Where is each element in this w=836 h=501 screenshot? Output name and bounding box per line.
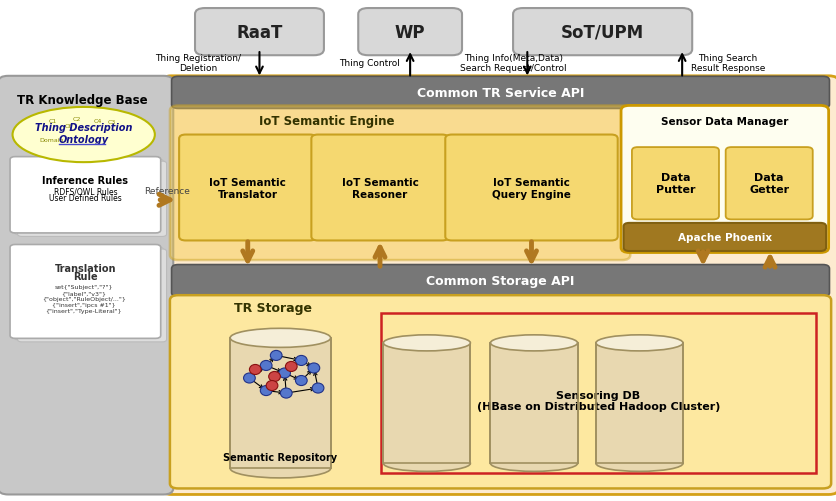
- Ellipse shape: [260, 361, 272, 371]
- Text: Semantic Repository: Semantic Repository: [223, 452, 337, 462]
- FancyBboxPatch shape: [512, 9, 691, 56]
- Ellipse shape: [295, 356, 307, 366]
- FancyBboxPatch shape: [10, 245, 161, 339]
- FancyBboxPatch shape: [0, 77, 173, 494]
- FancyBboxPatch shape: [171, 265, 828, 297]
- FancyBboxPatch shape: [170, 296, 830, 488]
- Text: Thing Description: Thing Description: [35, 123, 132, 133]
- Text: Data
Getter: Data Getter: [748, 173, 788, 195]
- Text: RaaT: RaaT: [236, 24, 283, 42]
- Text: Sensoring DB
(HBase on Distributed Hadoop Cluster): Sensoring DB (HBase on Distributed Hadoo…: [477, 390, 719, 412]
- Ellipse shape: [266, 381, 278, 391]
- Text: C1: C1: [48, 119, 57, 124]
- Ellipse shape: [383, 335, 470, 351]
- Text: set{"Subject","?"}: set{"Subject","?"}: [54, 285, 113, 290]
- Text: {"insert","Type-Literal"}: {"insert","Type-Literal"}: [45, 309, 122, 314]
- Text: C4: C4: [94, 119, 102, 124]
- Text: Reference: Reference: [145, 187, 190, 196]
- FancyBboxPatch shape: [171, 77, 828, 109]
- Text: Data
Putter: Data Putter: [655, 173, 695, 195]
- Text: RDFS/OWL Rules: RDFS/OWL Rules: [54, 187, 117, 196]
- Text: Common TR Service API: Common TR Service API: [416, 87, 584, 100]
- Ellipse shape: [285, 362, 297, 372]
- Ellipse shape: [295, 376, 307, 386]
- Text: Ontology: Ontology: [59, 135, 109, 145]
- Text: WP: WP: [395, 24, 425, 42]
- FancyBboxPatch shape: [623, 223, 825, 252]
- Text: Domain.: Domain.: [39, 138, 66, 143]
- Text: {"object","RuleObject/..."}: {"object","RuleObject/..."}: [42, 297, 125, 302]
- FancyBboxPatch shape: [161, 77, 836, 494]
- Text: Thing Registration/
Deletion: Thing Registration/ Deletion: [155, 54, 241, 73]
- FancyBboxPatch shape: [14, 160, 163, 235]
- Text: IoT Semantic
Reasoner: IoT Semantic Reasoner: [341, 177, 418, 199]
- Text: Translation: Translation: [54, 263, 116, 273]
- Text: Common Storage API: Common Storage API: [426, 275, 574, 288]
- Bar: [230, 338, 330, 468]
- FancyBboxPatch shape: [631, 148, 718, 220]
- Bar: [595, 343, 682, 463]
- Text: C3: C3: [108, 120, 116, 125]
- Text: Thing Control: Thing Control: [339, 59, 399, 68]
- Text: {"label","v3"}: {"label","v3"}: [61, 291, 106, 296]
- Text: TR Knowledge Base: TR Knowledge Base: [17, 94, 147, 107]
- Text: User Defined Rules: User Defined Rules: [49, 194, 121, 203]
- Bar: [383, 343, 470, 463]
- Text: {"insert","ipcs #1"}: {"insert","ipcs #1"}: [52, 303, 115, 308]
- Bar: [490, 343, 577, 463]
- FancyBboxPatch shape: [620, 106, 828, 253]
- Ellipse shape: [490, 455, 577, 471]
- Ellipse shape: [260, 386, 272, 396]
- Ellipse shape: [249, 365, 261, 375]
- Text: IoT Semantic Engine: IoT Semantic Engine: [258, 115, 394, 128]
- Ellipse shape: [595, 455, 682, 471]
- Text: Apache Phoenix: Apache Phoenix: [677, 232, 771, 242]
- Ellipse shape: [243, 373, 255, 383]
- Ellipse shape: [280, 388, 292, 398]
- Text: Thing Search
Result Response: Thing Search Result Response: [691, 54, 764, 73]
- Bar: [380, 313, 815, 473]
- FancyBboxPatch shape: [445, 135, 617, 241]
- Text: Sensor Data Manager: Sensor Data Manager: [660, 117, 788, 127]
- Text: Rule: Rule: [73, 272, 98, 282]
- Ellipse shape: [268, 372, 280, 382]
- Text: SoT/UPM: SoT/UPM: [560, 24, 644, 42]
- FancyBboxPatch shape: [311, 135, 448, 241]
- Ellipse shape: [270, 351, 282, 361]
- FancyBboxPatch shape: [170, 106, 630, 261]
- Text: TR Storage: TR Storage: [234, 302, 312, 315]
- Text: IoT Semantic
Query Engine: IoT Semantic Query Engine: [492, 177, 570, 199]
- FancyBboxPatch shape: [14, 247, 163, 340]
- FancyBboxPatch shape: [195, 9, 324, 56]
- Ellipse shape: [13, 108, 155, 163]
- FancyBboxPatch shape: [18, 162, 166, 237]
- Text: C6: C6: [64, 124, 73, 129]
- FancyBboxPatch shape: [179, 135, 316, 241]
- Text: IoT Semantic
Translator: IoT Semantic Translator: [209, 177, 286, 199]
- Ellipse shape: [312, 383, 324, 393]
- FancyBboxPatch shape: [18, 249, 166, 342]
- FancyBboxPatch shape: [358, 9, 461, 56]
- Text: Thing Info(Meta,Data)
Search Request/Control: Thing Info(Meta,Data) Search Request/Con…: [459, 54, 566, 73]
- FancyBboxPatch shape: [725, 148, 812, 220]
- Ellipse shape: [278, 368, 290, 378]
- Ellipse shape: [230, 329, 330, 348]
- Ellipse shape: [383, 455, 470, 471]
- Ellipse shape: [595, 335, 682, 351]
- Text: C2: C2: [73, 117, 81, 122]
- Ellipse shape: [308, 363, 319, 373]
- Ellipse shape: [230, 459, 330, 478]
- FancyBboxPatch shape: [10, 157, 161, 233]
- Text: Inference Rules: Inference Rules: [43, 175, 128, 185]
- Ellipse shape: [490, 335, 577, 351]
